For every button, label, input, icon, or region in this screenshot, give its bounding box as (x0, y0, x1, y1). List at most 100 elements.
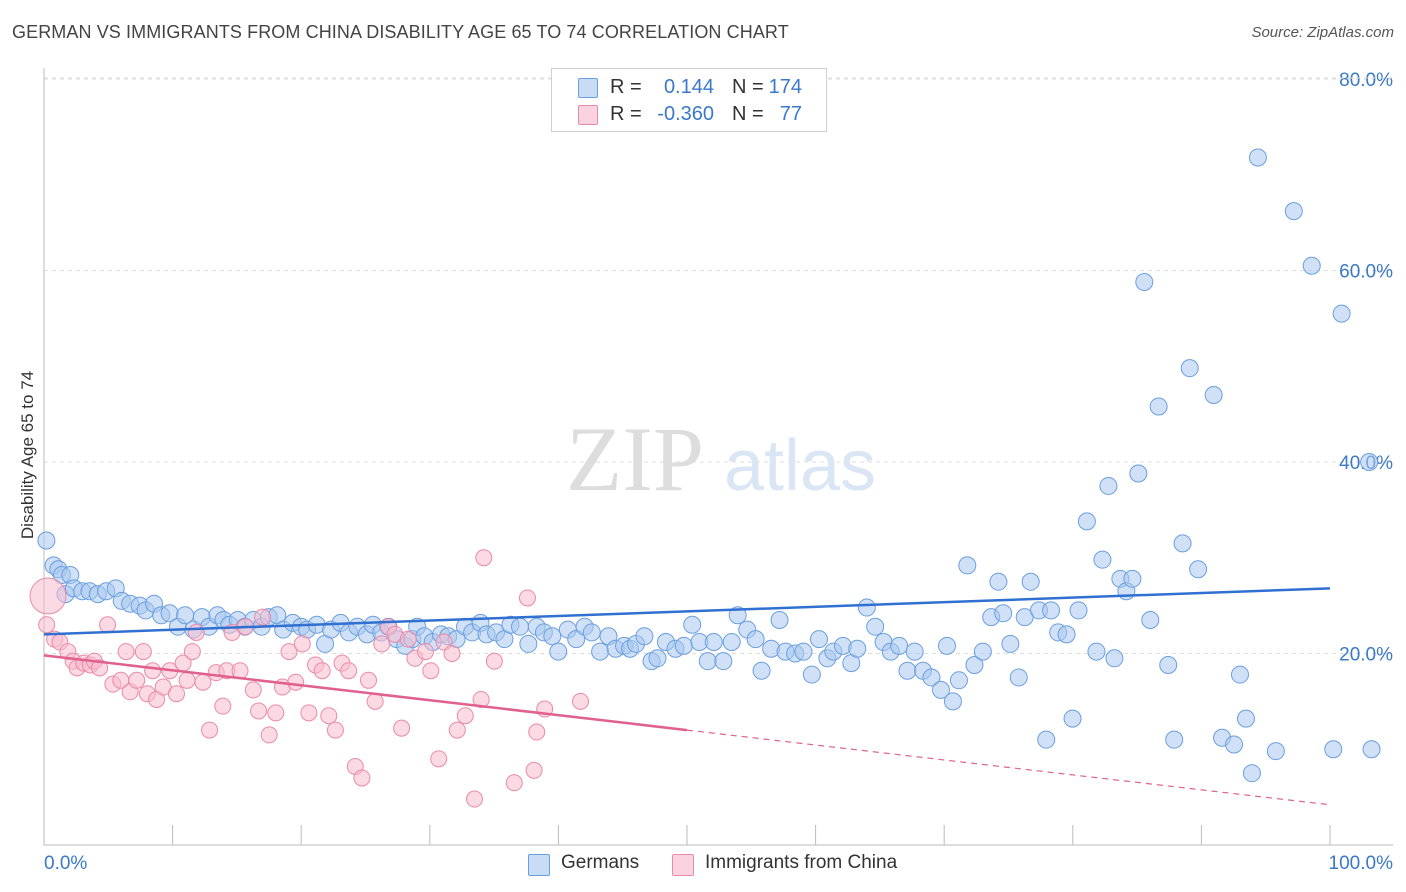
germans-point (794, 642, 813, 661)
china-point (373, 635, 391, 653)
china-point (353, 769, 371, 787)
germans-point (1069, 601, 1088, 620)
legend-row-germans: R = 0.144 N = 174 (552, 75, 826, 101)
germans-point (809, 630, 828, 649)
germans-point (1302, 256, 1321, 275)
china-point (117, 643, 135, 661)
china-point (300, 704, 318, 722)
germans-swatch (578, 78, 598, 98)
germans-point (1037, 730, 1056, 749)
germans-point (958, 556, 977, 575)
germans-point (1204, 385, 1223, 404)
china-point (244, 681, 262, 699)
germans-point (931, 680, 950, 699)
germans-point (567, 630, 586, 649)
watermark-atlas: atlas (724, 426, 876, 506)
china-point (287, 673, 305, 691)
germans-point (37, 531, 56, 550)
germans-point (582, 623, 601, 642)
china-point (528, 723, 546, 741)
china-point (571, 692, 589, 710)
r-value: 0.144 (663, 76, 714, 98)
germans-point (937, 636, 956, 655)
germans-point (1189, 560, 1208, 579)
germans-trend-line (43, 587, 1331, 636)
china-point (360, 671, 378, 689)
china-point (465, 790, 483, 808)
y-tick-label: 60.0% (1339, 262, 1393, 283)
germans-point (1360, 453, 1379, 471)
germans-point (1332, 304, 1351, 323)
germans-legend-label: Germans (561, 852, 640, 873)
china-point (254, 608, 272, 626)
china-point (38, 616, 56, 634)
legend-row-china: R = -0.360 N = 77 (552, 102, 826, 128)
germans-point (1042, 601, 1061, 620)
china-point (422, 662, 440, 680)
china-point (448, 721, 466, 739)
germans-point (989, 572, 1008, 591)
china-point (134, 643, 152, 661)
china-point (99, 616, 117, 634)
germans-point (994, 604, 1013, 623)
germans-point (866, 617, 885, 636)
germans-point (1159, 655, 1178, 674)
germans-point (1063, 709, 1082, 728)
china-point (485, 652, 503, 670)
china-point (214, 697, 232, 715)
germans-point (648, 649, 667, 668)
r-label: R = (610, 76, 642, 98)
x-tick-label: 100.0% (1329, 853, 1394, 874)
germans-point (770, 610, 789, 629)
germans-point (1021, 572, 1040, 591)
germans-point (674, 636, 693, 655)
germans-point (714, 652, 733, 671)
germans-point (973, 642, 992, 661)
germans-point (511, 617, 530, 636)
germans-point (591, 642, 610, 661)
germans-point (1099, 476, 1118, 495)
germans-point (704, 633, 723, 652)
china-point (250, 702, 268, 720)
germans-point (549, 642, 568, 661)
r-label: R = (610, 103, 642, 125)
china-point (475, 549, 493, 567)
china-point (456, 707, 474, 725)
germans-point (965, 655, 984, 674)
germans-point (1129, 464, 1148, 483)
germans-point (519, 634, 538, 653)
china-point (144, 662, 162, 680)
germans-point (1149, 397, 1168, 416)
germans-point (1057, 625, 1076, 644)
germans-point (1009, 668, 1028, 687)
germans-point (898, 661, 917, 680)
germans-point (1001, 634, 1020, 653)
germans-point (683, 615, 702, 634)
n-value: 174 (768, 76, 802, 98)
china-legend-swatch (672, 854, 694, 876)
n-label: N = (732, 76, 764, 98)
germans-point (1236, 709, 1255, 728)
china-point (472, 690, 490, 708)
y-axis-label: Disability Age 65 to 74 (18, 371, 37, 539)
germans-point (1077, 512, 1096, 531)
y-tick-label: 80.0% (1339, 70, 1393, 91)
germans-point (1173, 534, 1192, 553)
watermark-zip: ZIP (566, 408, 704, 510)
germans-point (1248, 148, 1267, 167)
china-point (194, 673, 212, 691)
china-point (399, 630, 417, 648)
china-point (128, 671, 146, 689)
china-point (525, 761, 543, 779)
germans-point (802, 665, 821, 684)
china-legend-label: Immigrants from China (705, 852, 898, 873)
china-point (260, 726, 278, 744)
germans-point (943, 692, 962, 711)
china-point (154, 678, 172, 696)
china-point (183, 643, 201, 661)
germans-point (1362, 740, 1381, 759)
germans-point (1141, 610, 1160, 629)
china-point (340, 662, 358, 680)
correlation-legend: R = 0.144 N = 174 R = -0.360 N = 77 (551, 68, 827, 132)
